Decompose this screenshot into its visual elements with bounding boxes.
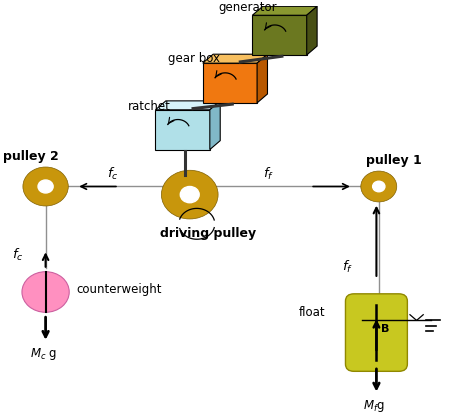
Bar [155,110,210,149]
Circle shape [180,186,199,203]
Polygon shape [307,6,317,55]
Circle shape [373,181,385,192]
Text: $f_c$: $f_c$ [107,166,118,183]
Text: gear box: gear box [168,52,220,65]
Bar [252,15,307,55]
Circle shape [23,167,68,206]
Text: $f_f$: $f_f$ [263,166,274,183]
Bar [203,63,257,103]
Text: generator: generator [218,1,277,14]
Polygon shape [155,101,220,110]
Polygon shape [252,6,317,15]
Text: $f_f$: $f_f$ [342,259,354,275]
Text: counterweight: counterweight [76,283,162,296]
FancyBboxPatch shape [346,294,407,371]
Polygon shape [257,54,267,103]
Circle shape [38,180,53,193]
Text: float: float [299,306,325,319]
Text: $M_c$ g: $M_c$ g [30,346,57,362]
Circle shape [161,170,218,219]
Text: driving pulley: driving pulley [160,227,256,240]
Text: pulley 1: pulley 1 [365,154,421,167]
Circle shape [22,272,69,312]
Polygon shape [203,54,267,63]
Polygon shape [210,101,220,149]
Text: pulley 2: pulley 2 [3,150,59,163]
Text: $f_c$: $f_c$ [11,247,23,263]
Text: ratchet: ratchet [128,100,171,112]
Circle shape [361,171,397,202]
Text: $M_f$g: $M_f$g [363,398,385,414]
Text: B: B [381,324,390,334]
